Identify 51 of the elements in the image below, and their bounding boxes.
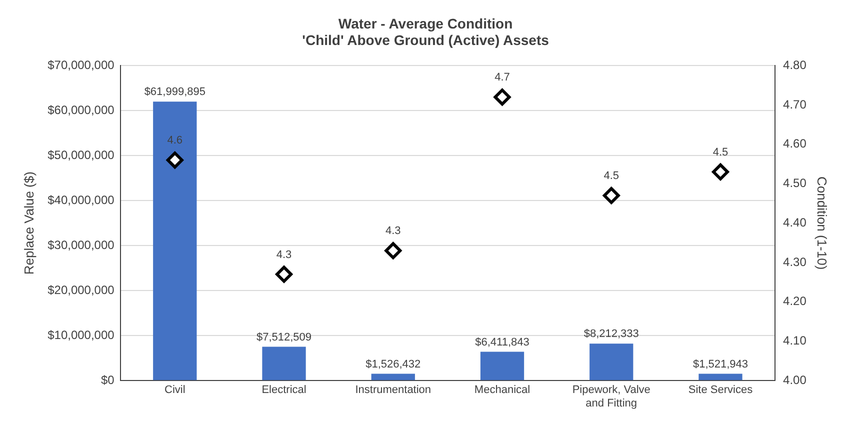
data-label: 4.3 [276,248,292,261]
y-tick-label: $40,000,000 [48,192,115,207]
y-axis-title: Replace Value ($) [21,172,36,275]
data-label: 4.7 [494,72,510,84]
y-tick-label: $20,000,000 [48,282,115,297]
data-label: 4.5 [604,170,620,182]
data-label: 4.6 [167,134,183,147]
y2-tick-label: 4.00 [783,372,807,387]
y2-axis-title: Condition (1-10) [814,176,830,270]
data-label: $6,411,843 [475,336,530,348]
y2-tick-label: 4.50 [783,176,807,190]
data-label: $1,526,432 [366,358,421,370]
y-tick-label: $70,000,000 [48,58,115,72]
point [166,152,184,169]
bar [590,344,634,380]
x-tick-label: Instrumentation [355,384,432,396]
y2-tick-label: 4.20 [783,294,807,308]
data-label: $61,999,895 [144,86,206,98]
data-label: 4.5 [712,146,728,158]
data-label: $7,512,509 [256,331,312,344]
y2-tick-label: 4.60 [783,136,807,151]
point [712,163,729,180]
bar [153,102,197,380]
point [276,266,293,283]
x-tick-label: Electrical [262,384,306,396]
y2-tick-label: 4.80 [783,58,807,72]
chart-title: Water - Average Condition [338,15,513,32]
x-tick-label: Mechanical [474,384,530,396]
bar [371,374,415,380]
y2-tick-label: 4.10 [783,334,807,348]
data-label: $1,521,943 [692,358,748,370]
y-tick-label: $10,000,000 [48,328,115,342]
point [602,187,620,204]
data-label: $8,212,333 [584,328,639,340]
y-tick-label: $50,000,000 [48,148,115,162]
y2-tick-label: 4.70 [783,97,807,112]
bar [480,352,524,380]
y-tick-label: $60,000,000 [48,102,115,117]
bar [262,346,306,380]
y2-tick-label: 4.40 [783,215,807,230]
x-tick-label: Civil [164,384,186,396]
y2-tick-label: 4.30 [783,254,807,269]
x-tick-label: Site Services [688,384,754,396]
point [384,242,402,260]
data-label: 4.3 [385,225,401,238]
y-tick-label: $30,000,000 [48,238,115,252]
x-tick-label: Pipework, Valve and Fitting [572,384,650,410]
bar [698,374,742,380]
chart-subtitle: 'Child' Above Ground (Active) Assets [302,32,550,48]
point [494,88,511,106]
y-tick-label: $0 [100,372,115,387]
